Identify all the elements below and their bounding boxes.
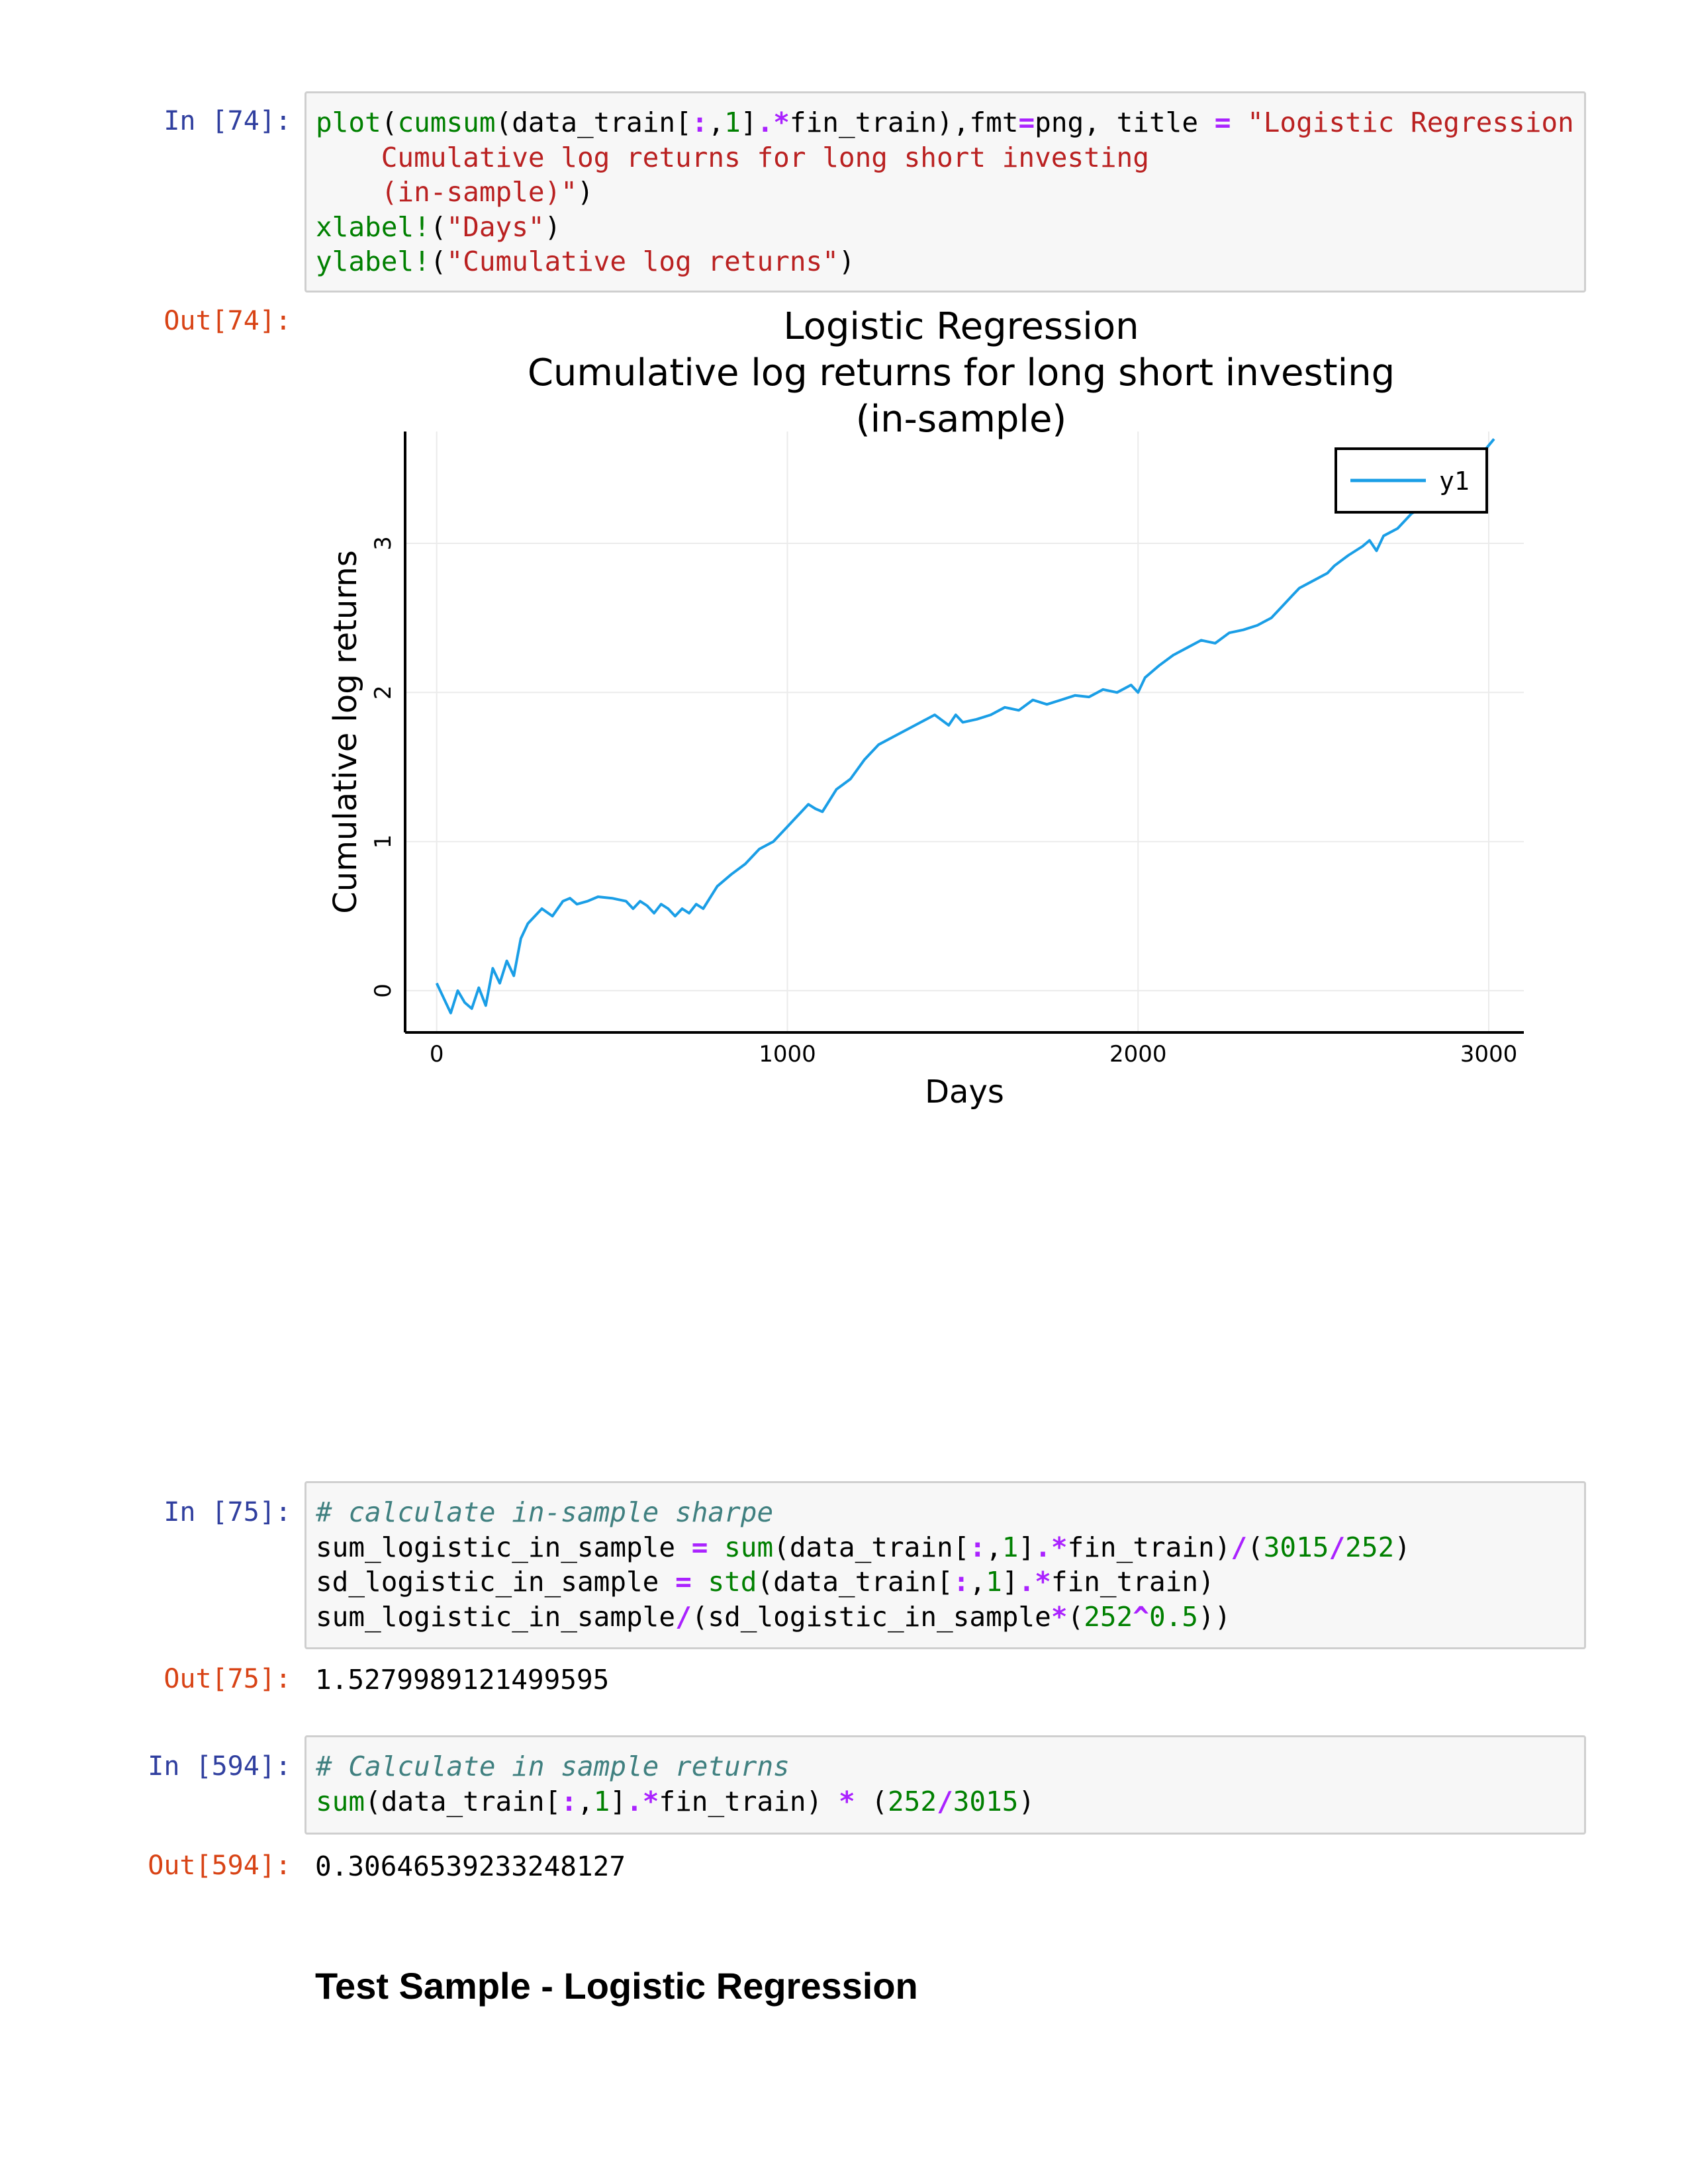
x-tick-label: 0 xyxy=(430,1041,444,1068)
output-value-594: 0.30646539233248127 xyxy=(315,1850,626,1882)
x-tick-label: 1000 xyxy=(759,1041,816,1068)
output-prompt-594: Out[594]: xyxy=(148,1850,291,1881)
plot-axes xyxy=(404,432,1524,1034)
code-editor-74[interactable]: plot(cumsum(data_train[:,1].*fin_train),… xyxy=(316,107,1574,277)
y-tick-label: 0 xyxy=(370,983,397,998)
input-prompt-594: In [594]: xyxy=(148,1751,291,1782)
code-cell-74[interactable]: plot(cumsum(data_train[:,1].*fin_train),… xyxy=(305,91,1586,293)
plot-grid xyxy=(405,432,1524,1032)
code-editor-594[interactable]: # Calculate in sample returns sum(data_t… xyxy=(316,1751,1035,1817)
y-tick-label: 3 xyxy=(370,536,397,551)
input-prompt-75: In [75]: xyxy=(164,1497,291,1527)
plot-title-line-3: (in-sample) xyxy=(856,398,1067,441)
y-axis-label: Cumulative log returns xyxy=(327,550,364,913)
output-prompt-75: Out[75]: xyxy=(164,1664,291,1694)
y-tick-label: 1 xyxy=(370,835,397,849)
x-tick-label: 2000 xyxy=(1109,1041,1167,1068)
x-tick-label: 3000 xyxy=(1460,1041,1518,1068)
plot-title-line-2: Cumulative log returns for long short in… xyxy=(528,351,1395,394)
cumulative-returns-plot: Logistic Regression Cumulative log retur… xyxy=(327,305,1524,1111)
output-value-75: 1.5279989121499595 xyxy=(315,1664,610,1696)
x-tick-labels: 0 1000 2000 3000 xyxy=(430,1041,1517,1068)
section-heading: Test Sample - Logistic Regression xyxy=(315,1965,918,2007)
input-prompt-74: In [74]: xyxy=(164,106,291,136)
plot-title-line-1: Logistic Regression xyxy=(783,305,1139,348)
code-cell-594[interactable]: # Calculate in sample returns sum(data_t… xyxy=(305,1735,1586,1835)
x-axis-label: Days xyxy=(925,1073,1004,1111)
plot-title: Logistic Regression Cumulative log retur… xyxy=(528,305,1395,441)
series-line-y1 xyxy=(435,438,1495,1015)
y-tick-label: 2 xyxy=(370,685,397,700)
code-cell-75[interactable]: # calculate in-sample sharpe sum_logisti… xyxy=(305,1481,1586,1649)
y-tick-labels: 0 1 2 3 xyxy=(370,536,397,998)
code-editor-75[interactable]: # calculate in-sample sharpe sum_logisti… xyxy=(316,1496,1411,1633)
legend: y1 xyxy=(1335,447,1488,514)
output-prompt-74: Out[74]: xyxy=(164,306,291,336)
legend-label-y1: y1 xyxy=(1439,467,1470,496)
